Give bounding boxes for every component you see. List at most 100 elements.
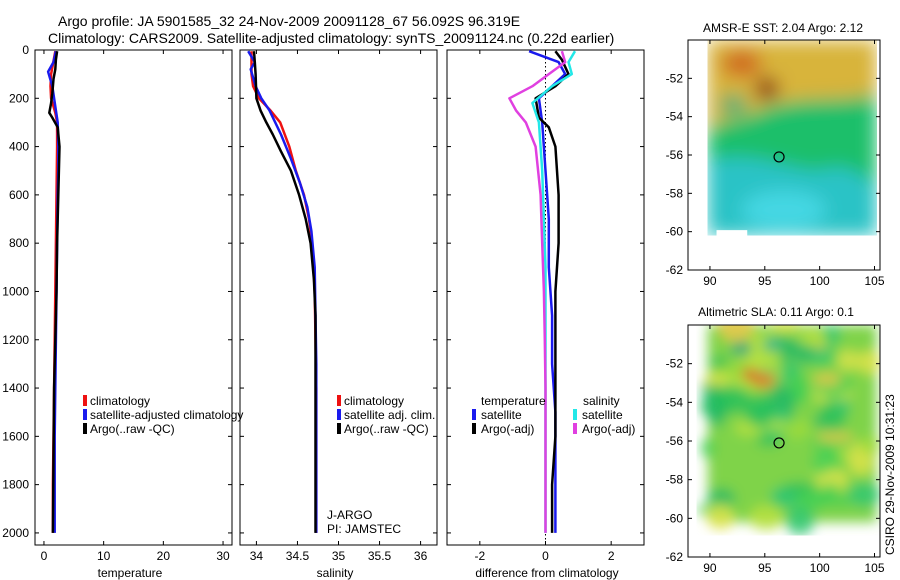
temperature-panel: 0 200 400 600 800 1000 1200 1400 1600 1800 2000 0 1… xyxy=(2,43,243,580)
depth-tick-label: 1600 xyxy=(2,429,29,443)
lat-tick-label: -54 xyxy=(666,395,684,409)
depth-tick-label: 1800 xyxy=(2,478,29,492)
sla-map-axes: -52 -54 -56 -58 -60 -62 90 95 100 105 xyxy=(666,325,885,575)
depth-tick-label: 800 xyxy=(9,236,29,250)
x-tick-label: 35 xyxy=(332,549,346,563)
salinity-panel: 34 34.5 35 35.5 36 salinity climatology sate… xyxy=(239,49,438,580)
argo-position-marker xyxy=(773,151,785,163)
sla-anomaly-blob xyxy=(706,488,736,509)
sla-anomaly-blob xyxy=(832,496,852,508)
difference-xlabel: difference from climatology xyxy=(475,566,618,580)
x-tick-label: 30 xyxy=(216,549,230,563)
sla-anomaly-blob xyxy=(743,393,775,427)
lon-tick-label: 90 xyxy=(703,274,717,288)
lat-tick-label: -54 xyxy=(666,110,684,124)
x-tick-label: 36 xyxy=(414,549,428,563)
header-line-2: Climatology: CARS2009. Satellite-adjuste… xyxy=(48,30,614,46)
difference-x-axis: -2 0 2 xyxy=(474,50,615,563)
sst-hot-patch xyxy=(721,49,762,78)
series-satellite-adj-clim xyxy=(247,50,318,533)
sla-anomaly-blob xyxy=(859,436,880,455)
sla-anomaly-blob xyxy=(768,383,796,416)
series-argo-raw-qc xyxy=(252,51,317,533)
legend-label-temp-satellite: satellite xyxy=(481,408,522,422)
float-program-label: J-ARGO xyxy=(327,508,372,522)
series-temperature-argo-adj xyxy=(534,50,570,533)
x-tick-label: 34.5 xyxy=(286,549,310,563)
lon-tick-label: 100 xyxy=(810,561,830,575)
sla-anomaly-blob xyxy=(748,505,784,531)
sla-anomaly-blob xyxy=(765,420,787,431)
sla-low-anomaly xyxy=(731,341,752,356)
sla-anomaly-blob xyxy=(794,490,834,510)
sst-green-eddy xyxy=(719,94,747,115)
depth-tick-label: 1200 xyxy=(2,333,29,347)
sst-dark-patch xyxy=(755,77,779,101)
sla-map-title: Altimetric SLA: 0.11 Argo: 0.1 xyxy=(698,305,854,319)
sla-anomaly-blob xyxy=(700,438,716,458)
sla-field xyxy=(696,325,880,536)
sla-anomaly-blob xyxy=(703,374,730,386)
legend-label-satellite-adjusted: satellite-adjusted climatology xyxy=(90,408,243,422)
sla-anomaly-blob xyxy=(813,372,842,387)
series-temperature-satellite xyxy=(528,50,567,533)
salinity-x-axis: 34 34.5 35 35.5 36 xyxy=(250,50,428,563)
sla-anomaly-blob xyxy=(784,505,815,536)
sst-map-title: AMSR-E SST: 2.04 Argo: 2.12 xyxy=(703,21,863,35)
argo-position-marker xyxy=(773,437,785,449)
difference-panel: -2 0 2 difference from climatology tempera… xyxy=(446,49,645,580)
temperature-axes-box xyxy=(34,49,233,546)
header-line-1: Argo profile: JA 5901585_32 24-Nov-2009 … xyxy=(58,13,520,29)
legend-label-sal-argo: Argo(-adj) xyxy=(582,422,635,436)
temperature-xlabel: temperature xyxy=(98,566,163,580)
legend-label-argo: Argo(..raw -QC) xyxy=(344,422,429,436)
series-climatology xyxy=(250,51,318,533)
temperature-legend: climatology satellite-adjusted climatolo… xyxy=(83,394,243,436)
lon-tick-label: 105 xyxy=(864,274,884,288)
difference-legend-temperature: temperature satellite Argo(-adj) xyxy=(472,394,546,436)
sla-low-anomaly xyxy=(762,338,781,351)
series-salinity-argo-adj xyxy=(508,50,567,533)
legend-swatch-temp-argo xyxy=(472,423,476,434)
x-tick-label: 0 xyxy=(542,549,549,563)
depth-tick-label: 1400 xyxy=(2,381,29,395)
legend-label-climatology: climatology xyxy=(90,394,150,408)
sla-anomaly-blob xyxy=(790,370,804,404)
difference-y-ticks xyxy=(447,49,644,534)
lat-tick-label: -52 xyxy=(666,71,684,85)
sla-anomaly-blob xyxy=(709,356,730,368)
salinity-legend: climatology satellite adj. clim. Argo(..… xyxy=(337,394,435,436)
salinity-axes-box xyxy=(239,49,438,546)
legend-swatch-argo xyxy=(83,423,87,434)
lon-tick-label: 95 xyxy=(758,561,772,575)
sst-map-axes: -52 -54 -56 -58 -60 -62 90 95 100 105 xyxy=(666,40,885,288)
temperature-x-axis: 0 10 20 30 xyxy=(41,50,230,563)
depth-tick-label: 200 xyxy=(9,91,29,105)
lat-tick-label: -58 xyxy=(666,186,684,200)
legend-title-temperature: temperature xyxy=(481,394,546,408)
sla-anomaly-blob xyxy=(812,416,827,427)
legend-swatch-temp-satellite xyxy=(472,409,476,420)
lat-tick-label: -62 xyxy=(666,550,684,564)
depth-tick-label: 400 xyxy=(9,140,29,154)
lat-tick-label: -56 xyxy=(666,148,684,162)
sst-map: AMSR-E SST: 2.04 Argo: 2.12 -52 -54 -56 -58… xyxy=(666,21,885,288)
depth-axis: 0 200 400 600 800 1000 1200 1400 1600 1800 2000 xyxy=(2,43,232,540)
sst-field xyxy=(707,40,877,237)
sla-anomaly-blob xyxy=(796,327,827,347)
x-tick-label: 2 xyxy=(608,549,615,563)
sla-anomaly-blob xyxy=(836,398,851,414)
depth-tick-label: 600 xyxy=(9,188,29,202)
x-tick-label: 34 xyxy=(250,549,264,563)
series-argo-raw-qc xyxy=(48,51,61,533)
sla-anomaly-blob xyxy=(815,432,854,443)
sst-coldest-patch xyxy=(741,190,827,230)
legend-swatch-satellite-adjusted xyxy=(83,409,87,420)
sla-anomaly-blob xyxy=(771,489,796,502)
x-tick-label: 10 xyxy=(97,549,111,563)
legend-label-sal-satellite: satellite xyxy=(582,408,623,422)
sla-map: Altimetric SLA: 0.11 Argo: 0.1 -52 -54 -56… xyxy=(666,305,885,575)
sla-anomaly-blob xyxy=(770,325,800,332)
sla-anomaly-blob xyxy=(782,419,812,439)
